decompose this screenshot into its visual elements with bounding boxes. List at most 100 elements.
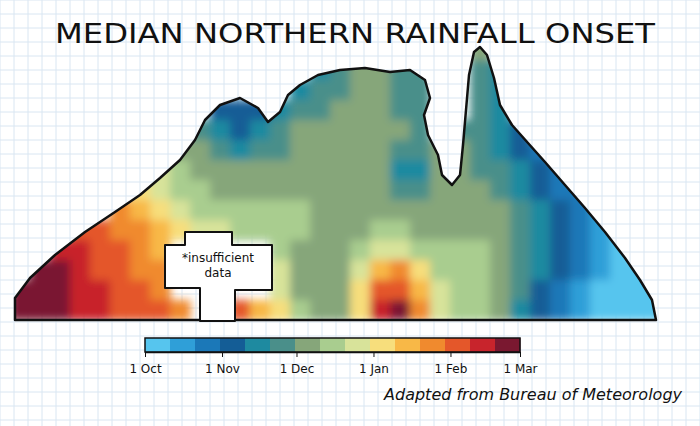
onset-cell (370, 220, 391, 241)
onset-cell (590, 220, 611, 241)
onset-cell (310, 180, 331, 201)
onset-cell (70, 240, 91, 261)
land-area (10, 40, 671, 321)
onset-cell (130, 220, 151, 241)
onset-cell (310, 200, 331, 221)
onset-cell (210, 140, 231, 161)
onset-cell (570, 260, 591, 281)
onset-cell (350, 140, 371, 161)
colorbar-swatch (270, 338, 295, 352)
onset-cell (330, 160, 351, 181)
paper-line (644, 0, 645, 426)
onset-cell (510, 280, 531, 301)
paper-line (0, 0, 1, 426)
onset-cell (190, 180, 211, 201)
onset-cell (350, 160, 371, 181)
onset-cell (390, 140, 411, 161)
colorbar-tick-mark (450, 352, 451, 357)
onset-cell (590, 240, 611, 261)
onset-cell (430, 220, 451, 241)
paper-line (98, 0, 99, 426)
onset-cell (230, 160, 251, 181)
paper-line (630, 0, 631, 426)
onset-cell (270, 300, 291, 321)
onset-cell (350, 80, 371, 101)
colorbar-swatch (220, 338, 245, 352)
onset-cell (430, 180, 451, 201)
onset-cell (170, 160, 191, 181)
onset-cell (110, 260, 131, 281)
onset-cell (290, 200, 311, 221)
onset-cell (230, 120, 251, 141)
onset-cell (250, 220, 271, 241)
onset-cell (210, 120, 231, 141)
paper-line (0, 322, 700, 323)
paper-line (42, 0, 43, 426)
colorbar-tick-mark (296, 352, 297, 357)
onset-cell (510, 260, 531, 281)
onset-cell (450, 200, 471, 221)
paper-line (672, 0, 673, 426)
colorbar-tick: 1 Mar (503, 352, 537, 376)
graph-paper (0, 0, 700, 426)
onset-cell (490, 180, 511, 201)
onset-cell (130, 280, 151, 301)
onset-cell (430, 240, 451, 261)
onset-cell (330, 120, 351, 141)
onset-cell (330, 180, 351, 201)
onset-cell (370, 280, 391, 301)
onset-cell (290, 100, 311, 121)
onset-cell (510, 180, 531, 201)
onset-cell (370, 300, 391, 321)
onset-cell (290, 160, 311, 181)
onset-cell (230, 140, 251, 161)
onset-cell (490, 160, 511, 181)
onset-cell (570, 280, 591, 301)
onset-cell (310, 160, 331, 181)
no-data-region (165, 232, 272, 321)
onset-cell (590, 260, 611, 281)
paper-line (84, 0, 85, 426)
paper-line (28, 0, 29, 426)
onset-cell (350, 240, 371, 261)
onset-cell (170, 300, 191, 321)
onset-cell (150, 200, 171, 221)
map-chart: *insufficientdataMEDIAN NORTHERN RAINFAL… (0, 0, 700, 426)
onset-cell (450, 260, 471, 281)
onset-cell (390, 200, 411, 221)
onset-cell (510, 200, 531, 221)
onset-cell (330, 200, 351, 221)
onset-cell (330, 220, 351, 241)
onset-cell (350, 180, 371, 201)
paper-line (0, 56, 700, 57)
onset-cell (390, 280, 411, 301)
onset-cell (550, 180, 571, 201)
onset-cell (570, 220, 591, 241)
onset-cell (90, 240, 111, 261)
paper-line (0, 364, 700, 365)
colorbar-axis: 1 Oct1 Nov1 Dec1 Jan1 Feb1 Mar (129, 352, 537, 376)
colorbar-axis-line (146, 352, 521, 354)
onset-cell (430, 280, 451, 301)
onset-cell (490, 300, 511, 321)
onset-cell (210, 200, 231, 221)
onset-cell (610, 220, 631, 241)
onset-cell (50, 300, 71, 321)
onset-cell (470, 60, 491, 81)
onset-cell (210, 160, 231, 181)
onset-cell (310, 80, 331, 101)
onset-cell (90, 280, 111, 301)
onset-cell (290, 300, 311, 321)
onset-cell (310, 240, 331, 261)
onset-cell (470, 80, 491, 101)
onset-cell (470, 220, 491, 241)
onset-cell (610, 280, 631, 301)
onset-cell (130, 260, 151, 281)
onset-cell (130, 300, 151, 321)
onset-cell (410, 240, 431, 261)
colorbar-tick-mark (145, 352, 146, 357)
onset-cell (410, 160, 431, 181)
onset-cell (270, 120, 291, 141)
onset-cell (390, 260, 411, 281)
title: MEDIAN NORTHERN RAINFALL ONSET (55, 18, 656, 49)
